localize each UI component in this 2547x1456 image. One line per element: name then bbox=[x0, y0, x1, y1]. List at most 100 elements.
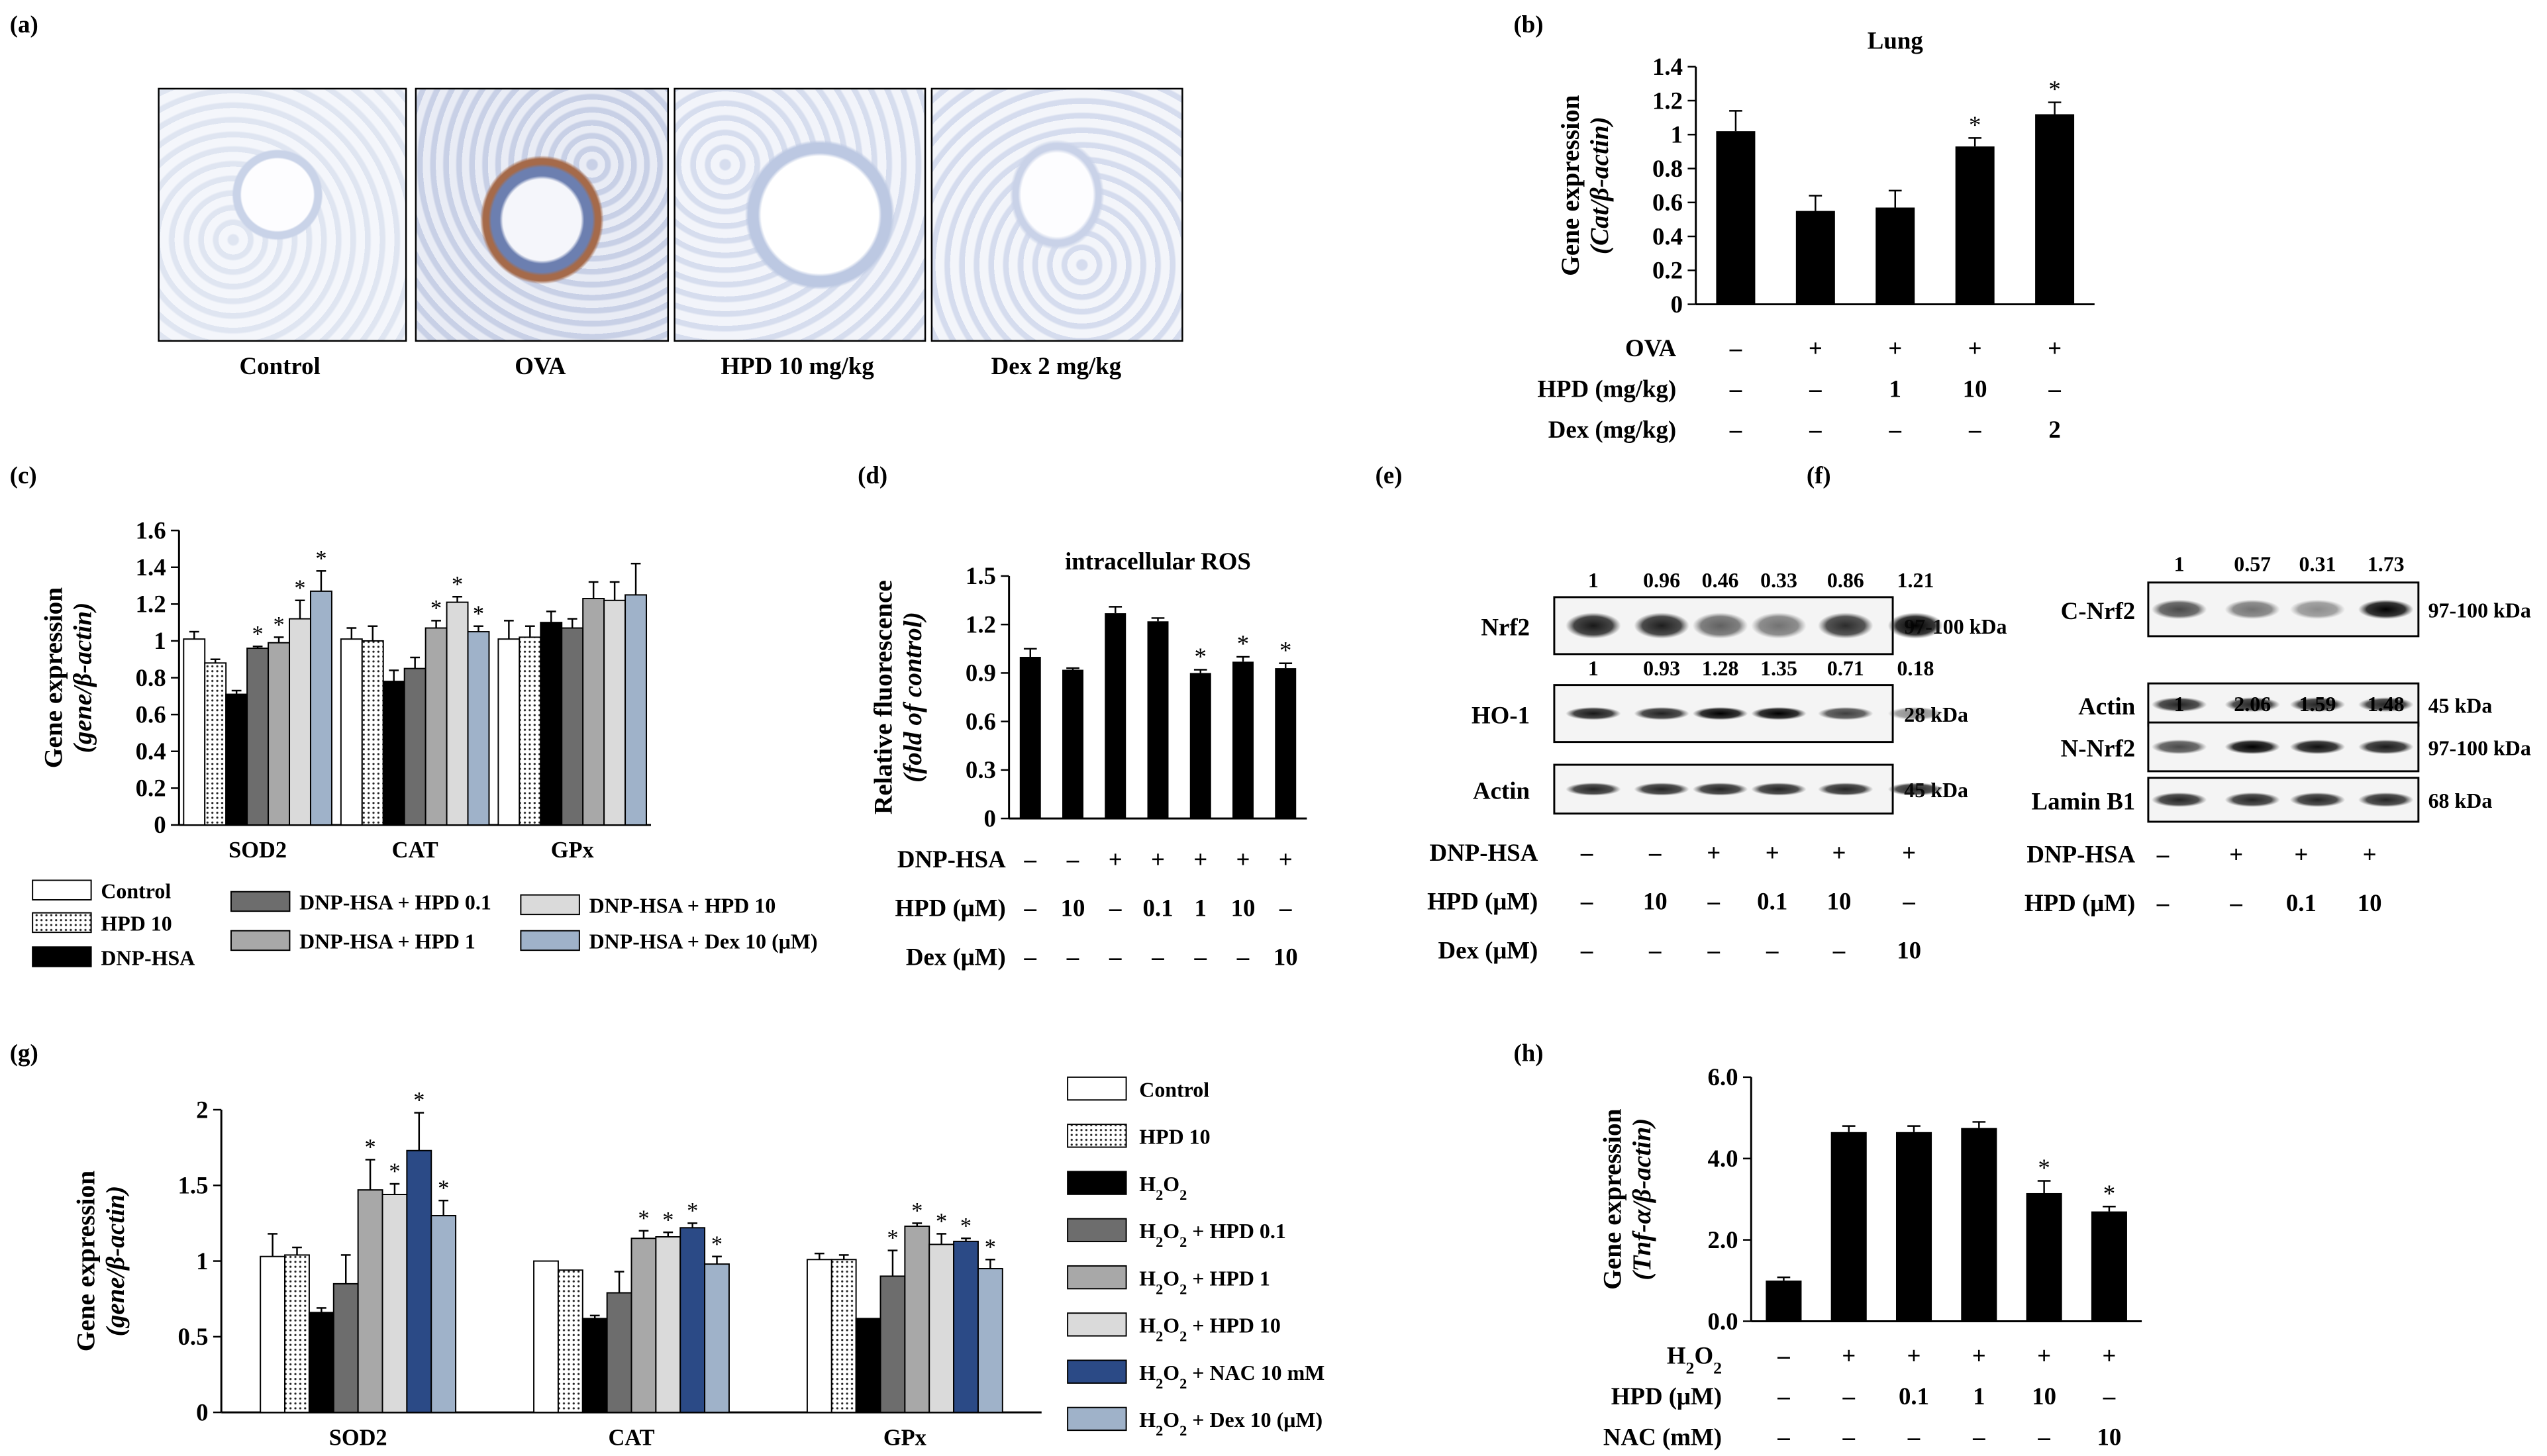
g-ytick-label: 0.5 bbox=[177, 1323, 208, 1350]
f-condition-label: DNP-HSA bbox=[2026, 840, 2135, 867]
c-ytick-label: 1.2 bbox=[136, 591, 166, 618]
b-ytick-label: 0.4 bbox=[1652, 222, 1683, 250]
g-ytick-label: 2 bbox=[196, 1096, 208, 1123]
e-band bbox=[1634, 706, 1689, 720]
g-legend-label: H2O2 bbox=[1139, 1173, 1187, 1202]
d-ylabel: Relative fluorescence bbox=[869, 580, 898, 814]
c-bar bbox=[582, 598, 605, 826]
e-condition-label: DNP-HSA bbox=[1430, 839, 1538, 866]
d-condition-value: 0.1 bbox=[1142, 895, 1173, 922]
b-bar bbox=[1795, 211, 1835, 305]
g-legend-label: H2O2 + HPD 1 bbox=[1139, 1267, 1270, 1297]
f-quant-value: 1.59 bbox=[2299, 693, 2336, 716]
h-condition-value: – bbox=[1777, 1341, 1790, 1369]
h-condition-value: – bbox=[1777, 1383, 1790, 1410]
g-bar bbox=[381, 1194, 408, 1414]
panel-c-letter: (c) bbox=[9, 463, 37, 490]
d-condition-value: – bbox=[1024, 943, 1037, 970]
e-condition-value: + bbox=[1902, 839, 1916, 866]
h-ytick-label: 0.0 bbox=[1708, 1308, 1738, 1335]
e-quant-value: 1.28 bbox=[1702, 657, 1739, 680]
g-bar bbox=[260, 1255, 286, 1414]
h-bar bbox=[1766, 1281, 1802, 1322]
b-condition-value: 2 bbox=[2048, 416, 2060, 443]
g-legend-label: Control bbox=[1139, 1078, 1209, 1101]
histology-image-ova bbox=[415, 87, 670, 342]
f-condition-value: 10 bbox=[2358, 889, 2382, 916]
d-ytick-label: 1.5 bbox=[966, 562, 996, 589]
g-ytick-label: 1.5 bbox=[177, 1172, 208, 1199]
e-band bbox=[1887, 706, 1944, 720]
e-protein-label: Nrf2 bbox=[1481, 614, 1530, 641]
e-condition-value: + bbox=[1832, 839, 1846, 866]
histology-image-hpd bbox=[674, 87, 926, 342]
f-band bbox=[2289, 697, 2346, 712]
f-quant-value: 0.57 bbox=[2234, 553, 2271, 576]
c-ytick-label: 0.2 bbox=[136, 775, 166, 802]
g-category-label: SOD2 bbox=[329, 1425, 387, 1450]
b-condition-value: – bbox=[1889, 416, 1902, 443]
b-condition-label: Dex (mg/kg) bbox=[1548, 416, 1676, 444]
h-condition-value: 1 bbox=[1973, 1383, 1985, 1410]
e-condition-value: – bbox=[1902, 888, 1915, 915]
e-condition-value: – bbox=[1580, 888, 1593, 915]
b-bar bbox=[1955, 146, 1995, 305]
g-bar bbox=[806, 1259, 832, 1414]
d-condition-value: 10 bbox=[1274, 943, 1298, 970]
h-condition-value: + bbox=[2037, 1341, 2051, 1369]
g-significance: * bbox=[711, 1232, 723, 1257]
e-band bbox=[1887, 612, 1944, 639]
c-legend-label: DNP-HSA bbox=[101, 946, 195, 969]
g-bar bbox=[606, 1292, 632, 1414]
g-significance: * bbox=[985, 1235, 996, 1260]
h-condition-value: – bbox=[2103, 1383, 2116, 1410]
c-legend-label: HPD 10 bbox=[101, 912, 172, 936]
f-quant-value: 2.06 bbox=[2234, 693, 2271, 716]
c-legend-label: DNP-HSA + HPD 1 bbox=[299, 930, 475, 953]
c-legend-swatch bbox=[520, 894, 580, 916]
c-category-label: GPx bbox=[551, 838, 595, 863]
h-condition-label: H2O2 bbox=[1667, 1341, 1722, 1377]
d-condition-value: – bbox=[1066, 943, 1079, 970]
d-ylabel-units: (fold of control) bbox=[898, 612, 927, 783]
f-band bbox=[2151, 739, 2207, 755]
f-protein-label: Lamin B1 bbox=[2032, 788, 2136, 815]
c-bar bbox=[446, 601, 469, 826]
e-quant-value: 0.46 bbox=[1702, 569, 1739, 592]
b-condition-value: – bbox=[1729, 334, 1742, 362]
d-condition-value: + bbox=[1193, 846, 1207, 873]
h-condition-value: 0.1 bbox=[1899, 1383, 1929, 1410]
e-band bbox=[1692, 783, 1748, 796]
g-legend-swatch bbox=[1067, 1076, 1127, 1101]
g-category-label: CAT bbox=[608, 1425, 654, 1450]
e-protein-label: Actin bbox=[1473, 777, 1530, 804]
g-legend-swatch bbox=[1067, 1359, 1127, 1384]
d-condition-value: – bbox=[1066, 846, 1079, 873]
panel-d-letter: (d) bbox=[858, 463, 888, 490]
histology-label-ova: OVA bbox=[515, 354, 566, 381]
c-legend-label: Control bbox=[101, 880, 171, 903]
e-condition-value: 10 bbox=[1643, 888, 1668, 915]
f-quant-value: 1 bbox=[2174, 553, 2185, 576]
e-quant-value: 0.71 bbox=[1827, 657, 1864, 680]
f-band bbox=[2358, 697, 2414, 712]
b-condition-value: – bbox=[2048, 375, 2061, 403]
b-condition-value: 1 bbox=[1889, 375, 1901, 403]
c-legend-swatch bbox=[32, 946, 92, 967]
d-bar bbox=[1275, 668, 1297, 819]
h-ytick-label: 6.0 bbox=[1708, 1063, 1738, 1091]
h-condition-value: + bbox=[2102, 1341, 2116, 1369]
g-significance: * bbox=[413, 1088, 424, 1113]
e-condition-value: 10 bbox=[1897, 936, 1921, 963]
g-ylabel-units: (gene/β-actin) bbox=[101, 1186, 130, 1337]
b-condition-value: + bbox=[1968, 334, 1982, 362]
e-quant-value: 0.96 bbox=[1643, 569, 1680, 592]
panel-h-letter: (h) bbox=[1513, 1041, 1544, 1068]
h-condition-value: – bbox=[1842, 1383, 1856, 1410]
e-band bbox=[1634, 783, 1689, 796]
d-condition-value: – bbox=[1194, 943, 1207, 970]
d-condition-value: 1 bbox=[1195, 895, 1207, 922]
g-bar bbox=[977, 1268, 1003, 1414]
g-bar bbox=[557, 1269, 583, 1414]
